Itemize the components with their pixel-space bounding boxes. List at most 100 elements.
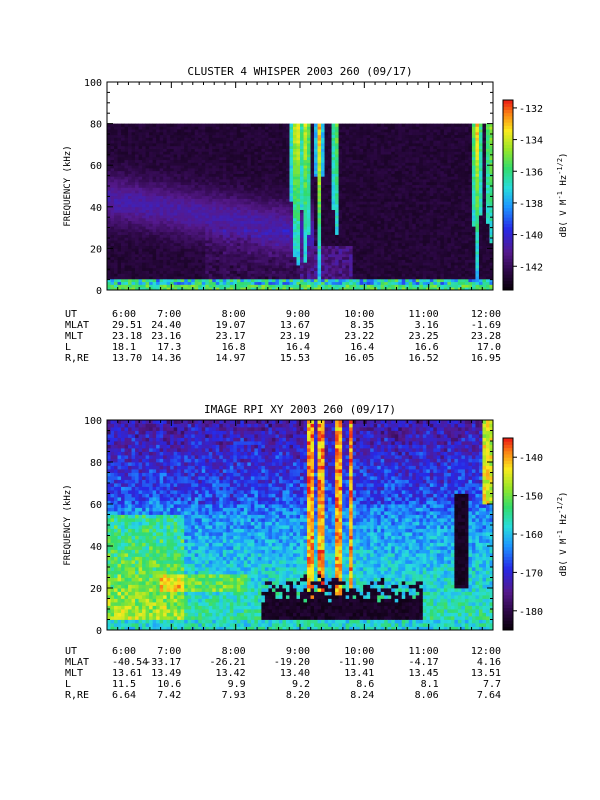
spectrogram-cell [149,223,154,227]
spectrogram-cell [229,256,234,260]
spectrogram-cell [363,278,368,283]
spectrogram-cell [149,143,154,147]
spectrogram-cell [328,234,332,238]
spectrogram-cell [387,256,392,260]
spectrogram-cell [138,226,143,230]
spectrogram-cell [243,215,248,219]
spectrogram-cell [324,265,329,269]
spectrogram-cell [170,251,175,255]
spectrogram-cell [321,126,325,130]
spectrogram-cell [233,195,238,199]
spectrogram-cell [363,281,368,285]
spectrogram-cell [215,242,220,247]
spectrogram-cell [352,212,357,216]
spectrogram-cell [184,187,189,191]
spectrogram-cell [275,228,280,233]
spectrogram-cell [324,234,329,238]
spectrogram-cell [135,204,139,208]
spectrogram-cell [394,173,399,177]
spectrogram-cell [177,204,182,208]
spectrogram-cell [240,165,245,169]
spectrogram-cell [268,137,273,141]
spectrogram-cell [338,228,343,233]
spectrogram-cell [321,248,325,252]
spectrogram-cell [254,226,259,230]
spectrogram-cell [163,156,168,161]
spectrogram-cell [349,167,354,172]
spectrogram-cell [338,251,343,255]
spectrogram-cell [184,237,189,241]
spectrogram-cell [159,281,164,285]
spectrogram-cell [187,162,192,166]
spectrogram-cell [370,231,375,235]
spectrogram-cell [307,248,311,252]
spectrogram-cell [321,162,325,166]
spectrogram-cell [236,159,241,163]
spectrogram-cell [205,228,210,233]
spectrogram-cell [345,287,350,291]
spectrogram-cell [282,179,287,183]
spectrogram-cell [149,187,154,191]
spectrogram-cell [184,273,189,277]
spectrogram-cell [128,259,132,263]
spectrogram-cell [370,131,375,136]
spectrogram-cell [321,259,325,263]
spectrogram-cell [121,217,125,222]
spectrogram-cell [349,198,354,202]
spectrogram-cell [310,231,315,235]
spectrogram-cell [296,215,301,219]
spectrogram-cell [187,223,192,227]
spectrogram-cell [310,143,315,147]
spectrogram-cell [314,256,318,260]
spectrogram-cell [152,256,157,260]
spectrogram-cell [233,151,238,155]
panel-1: CLUSTER 4 WHISPER 2003 260 (09/17)FREQUE… [63,65,569,364]
spectrogram-cell [324,248,329,252]
spectrogram-cell [278,134,283,138]
spectrogram-cell [229,284,234,288]
spectrogram-cell [387,165,392,169]
spectrogram-cell [264,129,269,133]
spectrogram-cell [394,215,399,219]
spectrogram-cell [201,184,206,188]
spectrogram-cell [233,215,238,219]
spectrogram-cell [271,187,276,191]
spectrogram-cell [373,167,378,172]
spectrogram-cell [303,209,308,213]
spectrogram-cell [121,123,125,127]
spectrogram-cell [170,134,175,138]
spectrogram-cell [240,140,245,144]
spectrogram-cell [352,126,357,130]
spectrogram-cell [264,156,269,161]
spectrogram-cell [194,217,199,222]
spectrogram-cell [321,262,325,266]
spectrogram-cell [177,159,182,163]
spectrogram-cell [349,204,354,208]
spectrogram-cell [307,265,311,269]
spectrogram-cell [328,226,332,230]
spectrogram-cell [345,237,350,241]
spectrogram-cell [222,134,227,138]
spectrogram-cell [292,201,297,205]
spectrogram-cell [254,167,259,172]
spectrogram-cell [131,195,136,199]
spectrogram-cell [247,251,252,255]
spectrogram-cell [163,253,168,258]
spectrogram-cell [345,262,350,266]
spectrogram-cell [177,170,182,174]
spectrogram-cell [187,248,192,252]
spectrogram-cell [180,143,185,147]
spectrogram-cell [261,209,266,213]
spectrogram-cell [128,251,132,255]
spectrogram-cell [363,262,368,266]
spectrogram-cell [342,156,347,161]
spectrogram-cell [296,151,301,155]
spectrogram-cell [300,154,304,158]
spectrogram-cell [338,245,343,249]
spectrogram-cell [254,209,259,213]
spectrogram-cell [384,154,389,158]
spectrogram-cell [229,259,234,263]
spectrogram-cell [250,223,255,227]
spectrogram-cell [310,209,315,213]
spectrogram-cell [240,154,245,158]
